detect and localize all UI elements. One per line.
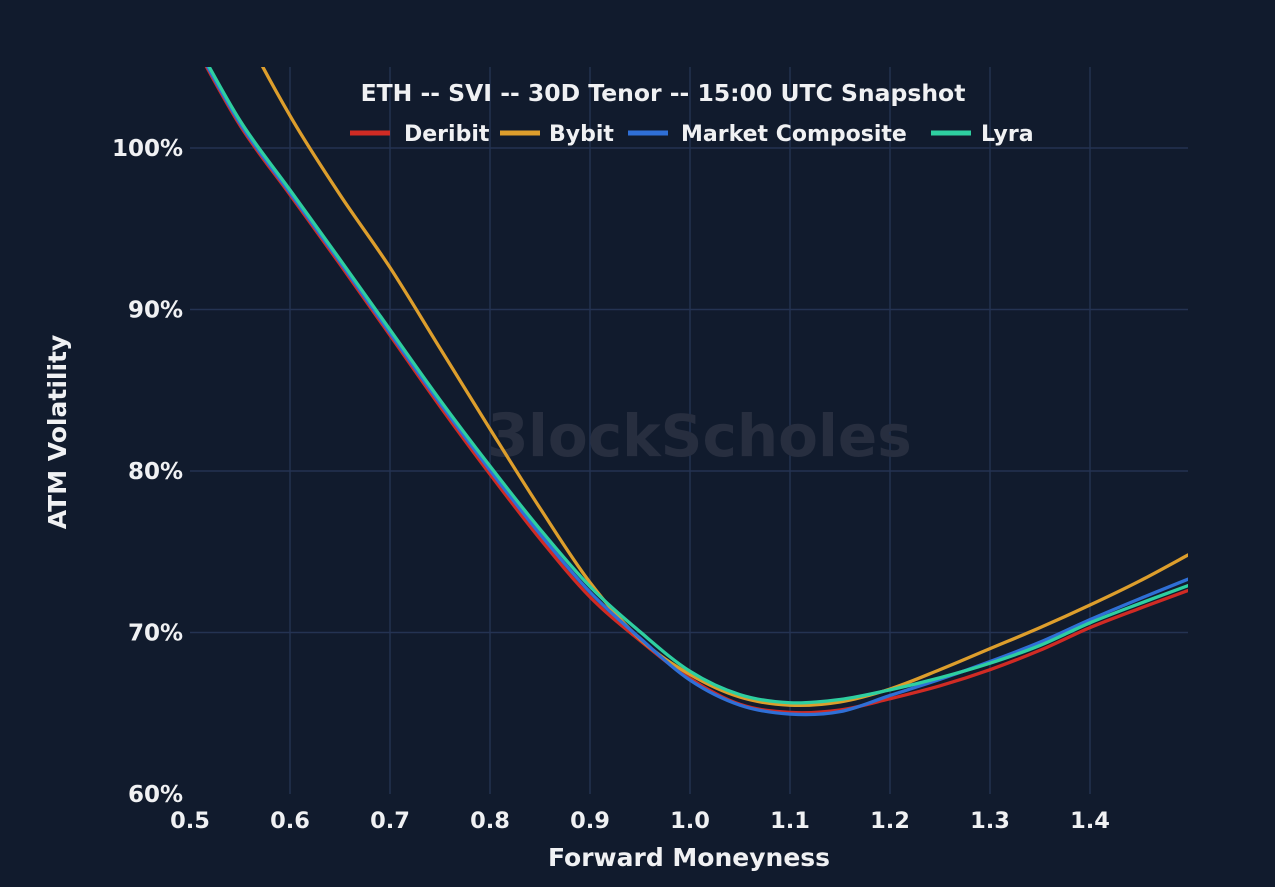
y-axis-label: ATM Volatility	[43, 335, 72, 530]
series-line-lyra	[207, 67, 1188, 705]
series-curves	[204, 67, 1188, 717]
x-tick-label: 1.3	[970, 808, 1010, 834]
x-tick-label: 0.5	[170, 808, 210, 834]
y-tick-label: 80%	[128, 459, 183, 485]
y-tick-label: 70%	[128, 621, 183, 647]
x-tick-label: 0.8	[470, 808, 510, 834]
watermark-blockscholes: 3 lockScholes	[487, 401, 912, 471]
watermark-text: lockScholes	[528, 402, 912, 470]
legend-label: Lyra	[981, 122, 1034, 147]
chart-title: ETH -- SVI -- 30D Tenor -- 15:00 UTC Sna…	[361, 79, 966, 107]
x-tick-label: 1.0	[670, 808, 710, 834]
y-tick-label: 90%	[128, 298, 183, 324]
x-tick-label: 1.4	[1070, 808, 1110, 834]
x-tick-label: 0.6	[270, 808, 310, 834]
legend-label: Market Composite	[681, 122, 907, 147]
x-tick-label: 1.1	[770, 808, 810, 834]
x-tick-label: 0.9	[570, 808, 610, 834]
x-axis-label: Forward Moneyness	[548, 843, 830, 872]
y-tick-label: 60%	[128, 782, 183, 808]
y-tick-labels: 60% 70% 80% 90% 100%	[112, 136, 183, 808]
legend-label: Bybit	[549, 122, 614, 147]
x-tick-label: 0.7	[370, 808, 410, 834]
legend: Deribit Bybit Market Composite Lyra	[350, 122, 1034, 147]
x-tick-label: 1.2	[870, 808, 910, 834]
legend-label: Deribit	[404, 122, 490, 147]
x-tick-labels: 0.5 0.6 0.7 0.8 0.9 1.0 1.1 1.2 1.3 1.4	[170, 808, 1110, 834]
y-tick-label: 100%	[112, 136, 183, 162]
